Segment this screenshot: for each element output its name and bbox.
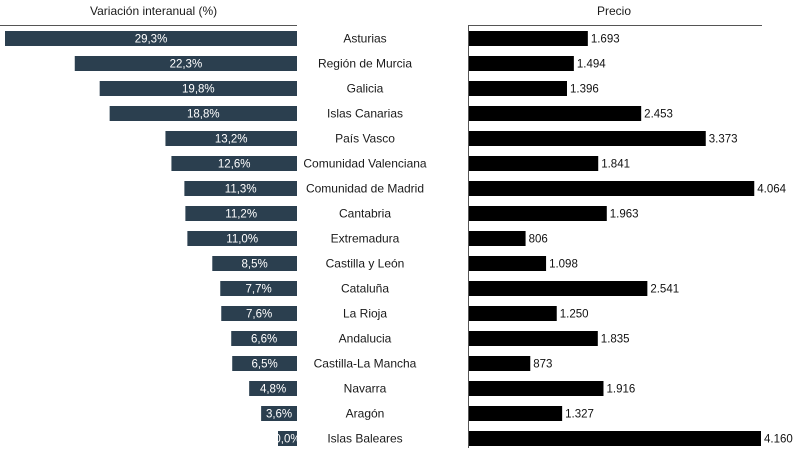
price-label: 4.064	[757, 184, 786, 196]
region-label: Islas Canarias	[327, 107, 403, 121]
price-bar	[469, 281, 648, 296]
region-label: Comunidad de Madrid	[306, 182, 424, 196]
region-label: Aragón	[346, 407, 385, 421]
region-label: Castilla y León	[326, 257, 405, 271]
region-label: Cataluña	[341, 282, 389, 296]
price-label: 1.250	[560, 309, 589, 321]
variation-label: 11,2%	[225, 209, 257, 221]
price-bar	[469, 431, 761, 446]
price-bar	[469, 31, 588, 46]
price-label: 1.963	[610, 209, 639, 221]
price-bar	[469, 381, 604, 396]
variation-bar	[171, 156, 297, 171]
variation-label: 6,6%	[251, 334, 277, 346]
region-label: Andalucia	[339, 332, 392, 346]
price-bar	[469, 406, 563, 421]
price-label: 1.693	[591, 34, 620, 46]
variation-label: 7,6%	[246, 309, 272, 321]
variation-label: 0,0%	[274, 434, 300, 446]
price-label: 2.541	[650, 284, 679, 296]
variation-bar	[99, 81, 297, 96]
variation-bar	[231, 331, 297, 346]
region-label: Asturias	[343, 32, 386, 46]
region-label: La Rioja	[343, 307, 387, 321]
variation-bar	[165, 131, 297, 146]
price-label: 873	[533, 359, 552, 371]
variation-bar	[74, 56, 297, 71]
region-label: Cantabria	[339, 207, 391, 221]
price-bar	[469, 331, 598, 346]
price-bar	[469, 356, 531, 371]
variation-label: 7,7%	[246, 284, 272, 296]
right-panel-title: Precio	[597, 4, 631, 18]
variation-label: 12,6%	[218, 159, 251, 171]
price-bar	[469, 231, 526, 246]
region-label: Islas Baleares	[327, 432, 402, 446]
variation-label: 6,5%	[252, 359, 278, 371]
variation-bar	[5, 31, 297, 46]
variation-bar	[232, 356, 297, 371]
region-label: Extremadura	[331, 232, 400, 246]
price-bar	[469, 256, 547, 271]
region-label: Comunidad Valenciana	[303, 157, 427, 171]
price-label: 2.453	[644, 109, 673, 121]
variation-label: 29,3%	[135, 34, 168, 46]
variation-label: 18,8%	[187, 109, 220, 121]
variation-label: 19,8%	[182, 84, 215, 96]
variation-bar	[185, 206, 297, 221]
left-panel-title: Variación interanual (%)	[90, 4, 217, 18]
price-label: 1.098	[549, 259, 578, 271]
region-label: Castilla-La Mancha	[314, 357, 417, 371]
region-label: País Vasco	[335, 132, 395, 146]
price-bar	[469, 106, 642, 121]
variation-label: 22,3%	[170, 59, 203, 71]
variation-label: 4,8%	[260, 384, 286, 396]
price-label: 1.396	[570, 84, 599, 96]
price-bar	[469, 156, 599, 171]
price-bar	[469, 206, 607, 221]
price-label: 3.373	[709, 134, 738, 146]
variation-bar	[221, 306, 297, 321]
variation-label: 8,5%	[242, 259, 268, 271]
price-label: 1.327	[565, 409, 594, 421]
variation-bar	[220, 281, 297, 296]
variation-bar	[278, 431, 297, 446]
variation-bar	[109, 106, 298, 121]
variation-bar	[184, 181, 297, 196]
region-label: Región de Murcia	[318, 57, 412, 71]
variation-label: 3,6%	[266, 409, 292, 421]
variation-label: 11,0%	[226, 234, 258, 246]
price-label: 1.841	[601, 159, 630, 171]
price-bar	[469, 131, 706, 146]
price-label: 1.916	[606, 384, 635, 396]
variation-bar	[212, 256, 297, 271]
variation-label: 13,2%	[215, 134, 248, 146]
price-bar	[469, 181, 755, 196]
variation-bar	[249, 381, 297, 396]
price-label: 1.494	[577, 59, 606, 71]
region-label: Navarra	[344, 382, 387, 396]
price-bar	[469, 306, 557, 321]
variation-bar	[187, 231, 297, 246]
price-label: 4.160	[764, 434, 793, 446]
price-label: 1.835	[601, 334, 630, 346]
price-bar	[469, 81, 567, 96]
variation-bar	[261, 406, 297, 421]
variation-label: 11,3%	[225, 184, 257, 196]
price-bar	[469, 56, 574, 71]
region-label: Galicia	[347, 82, 384, 96]
price-label: 806	[529, 234, 548, 246]
